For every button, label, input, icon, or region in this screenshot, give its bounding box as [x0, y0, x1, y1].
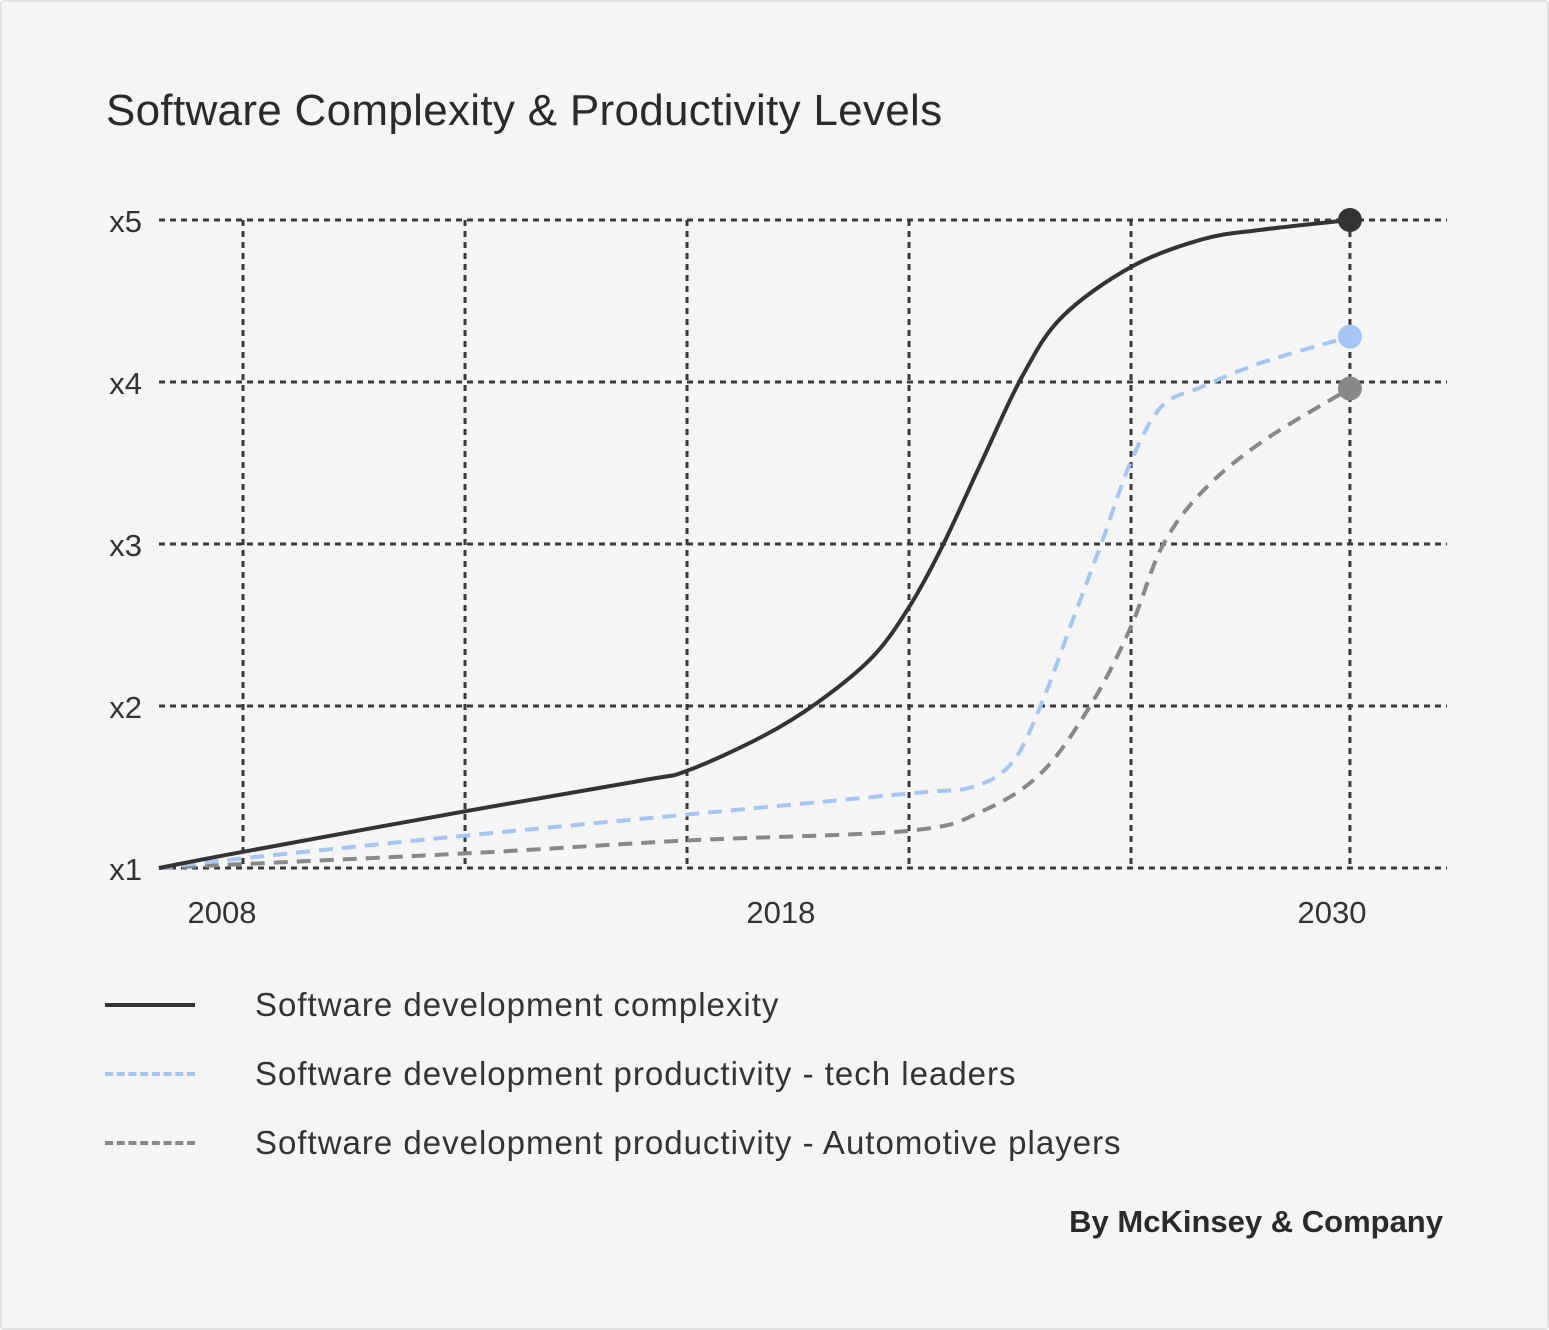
series-end-marker [1337, 376, 1362, 401]
series-tech-leaders-line [158, 334, 1351, 870]
x-tick-label: 2008 [188, 895, 257, 930]
source-credit: By McKinsey & Company [1069, 1204, 1443, 1239]
y-tick-label: x5 [109, 204, 142, 239]
legend-swatch-gray-dashed [105, 1140, 195, 1145]
series-complexity-line [158, 218, 1351, 870]
y-tick-label: x2 [109, 690, 142, 725]
legend-item-tech-leaders: Software development productivity - tech… [105, 1039, 1122, 1108]
legend-swatch-solid [105, 1002, 195, 1007]
legend-swatch-blue-dashed [105, 1071, 195, 1076]
x-tick-label: 2030 [1298, 895, 1367, 930]
legend-label: Software development productivity - Auto… [255, 1123, 1122, 1161]
x-tick-label: 2018 [746, 895, 815, 930]
y-tick-label: x1 [109, 852, 142, 887]
legend-item-automotive: Software development productivity - Auto… [105, 1108, 1122, 1177]
legend-label: Software development productivity - tech… [255, 1054, 1017, 1092]
legend-item-complexity: Software development complexity [105, 970, 1122, 1039]
series-automotive-line [158, 386, 1351, 870]
series-end-marker [1337, 208, 1362, 232]
y-tick-label: x4 [109, 366, 142, 401]
legend: Software development complexity Software… [105, 970, 1122, 1177]
series-end-marker [1337, 324, 1362, 349]
y-tick-label: x3 [109, 528, 142, 563]
chart-title: Software Complexity & Productivity Level… [106, 86, 943, 135]
legend-label: Software development complexity [255, 985, 780, 1023]
